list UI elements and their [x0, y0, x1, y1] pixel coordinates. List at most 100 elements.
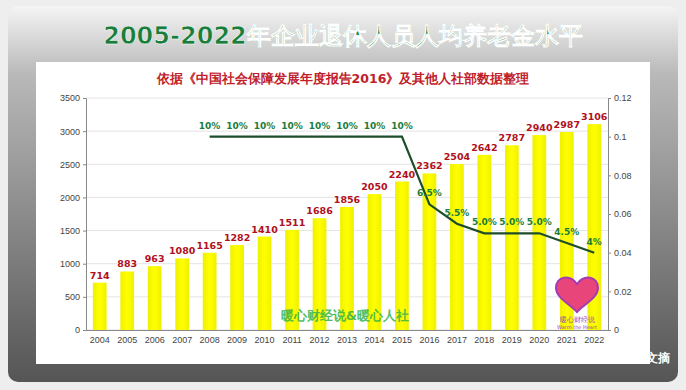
- line: [210, 137, 595, 253]
- bar-label: 2362: [416, 160, 442, 171]
- chart-panel: [36, 62, 650, 364]
- x-tick-label: 2008: [200, 335, 220, 345]
- data-labels: 7148839631080116512821410151116861856205…: [90, 111, 608, 281]
- x-tick: 2014: [364, 330, 384, 345]
- bar: [450, 164, 464, 330]
- x-tick-label: 2006: [145, 335, 165, 345]
- x-tick: 2006: [145, 330, 165, 345]
- y-tick: 0: [75, 325, 86, 335]
- y2-tick-mark: [608, 291, 611, 292]
- y2-tick: 0.12: [608, 93, 632, 103]
- image-frame: [8, 6, 678, 382]
- y-tick-mark: [83, 98, 86, 99]
- y-tick-mark: [83, 164, 86, 165]
- x-tick: 2015: [392, 330, 412, 345]
- y2-axis: 0 0.02 0.04 0.06 0.08 0.1 0.12: [608, 93, 632, 335]
- x-tick-label: 2007: [172, 335, 192, 345]
- bar-label: 2987: [554, 119, 580, 130]
- y2-tick-mark: [608, 214, 611, 215]
- y2-tick: 0.02: [608, 287, 632, 297]
- y-tick-label: 1000: [60, 259, 80, 269]
- y-tick: 2500: [60, 160, 86, 170]
- y-tick-label: 0: [75, 325, 80, 335]
- x-tick-label: 2012: [310, 335, 330, 345]
- y-tick-label: 1500: [60, 226, 80, 236]
- bar-label: 2642: [471, 142, 497, 153]
- y2-tick: 0.1: [608, 132, 627, 142]
- bar-label: 1686: [306, 205, 333, 216]
- bar-label: 2240: [389, 169, 416, 180]
- y2-tick-label: 0.06: [614, 209, 632, 219]
- y-tick-mark: [83, 197, 86, 198]
- x-tick: 2013: [337, 330, 357, 345]
- y-axis-line: [83, 99, 87, 331]
- bar: [505, 145, 519, 330]
- logo-text: 暖心财经说: [560, 316, 595, 324]
- bar-label: 2050: [361, 181, 388, 192]
- bar: [478, 155, 492, 330]
- x-tick-label: 2018: [474, 335, 494, 345]
- bar: [230, 245, 244, 330]
- logo-heart: [556, 278, 598, 312]
- y-axis: 0 500 1000 1500 2000 2500 3000 3500: [60, 93, 87, 335]
- y-tick-mark: [83, 264, 86, 265]
- grid-line: [86, 98, 608, 99]
- x-tick-label: 2022: [584, 335, 604, 345]
- line-label: 10%: [364, 121, 386, 131]
- x-tick: 2007: [172, 330, 192, 345]
- watermark: 暖心财经说&暖心人社: [281, 308, 409, 323]
- line-label: 10%: [391, 121, 413, 131]
- plot-area: [93, 124, 601, 330]
- y2-tick: 0.08: [608, 171, 632, 181]
- y-tick: 3500: [60, 93, 86, 103]
- x-tick: 2021: [557, 330, 577, 345]
- y2-tick: 0.06: [608, 209, 632, 219]
- y2-tick-label: 0.12: [614, 93, 632, 103]
- x-tick: 2022: [584, 330, 604, 345]
- line-label: 10%: [254, 121, 276, 131]
- title: 2005-2022年企业退休人员人均养老金水平: [103, 22, 583, 50]
- x-tick-label: 2019: [502, 335, 522, 345]
- y2-tick: 0: [608, 325, 619, 335]
- bar-label: 1165: [196, 240, 222, 251]
- grid-line: [86, 164, 608, 165]
- y-tick-mark: [83, 330, 86, 331]
- x-tick: 2009: [227, 330, 247, 345]
- y-tick-mark: [83, 131, 86, 132]
- y-tick: 2000: [60, 193, 86, 203]
- x-tick-label: 2005: [117, 335, 137, 345]
- grid: [86, 98, 608, 330]
- y-tick: 1500: [60, 226, 86, 236]
- line-label: 10%: [281, 121, 303, 131]
- x-axis-line: [87, 330, 609, 331]
- bar-label: 1856: [334, 194, 361, 205]
- x-tick-label: 2011: [282, 335, 301, 345]
- y2-tick-label: 0: [614, 325, 619, 335]
- x-tick-label: 2014: [364, 335, 384, 345]
- x-tick: 2005: [117, 330, 137, 345]
- y2-tick-mark: [608, 175, 611, 176]
- source-watermark: 老年文摘: [621, 351, 670, 365]
- bar-label: 1080: [169, 245, 196, 256]
- x-tick: 2012: [310, 330, 330, 345]
- y2-tick-label: 0.02: [614, 287, 632, 297]
- x-tick-label: 2004: [90, 335, 110, 345]
- x-tick: 2004: [90, 330, 110, 345]
- bar-label: 963: [145, 253, 165, 264]
- y-tick-label: 3000: [60, 127, 80, 137]
- y2-axis-line: [609, 99, 612, 331]
- bar-label: 3106: [581, 111, 608, 122]
- line-label: 5.0%: [527, 217, 552, 227]
- x-tick-label: 2009: [227, 335, 247, 345]
- page-background: [0, 0, 686, 390]
- x-tick: 2019: [502, 330, 522, 345]
- x-axis: 2004200520062007200820092010201120122013…: [87, 330, 609, 345]
- x-tick: 2017: [447, 330, 467, 345]
- bar-label: 2504: [444, 151, 471, 162]
- bar: [93, 283, 107, 330]
- y2-tick: 0.04: [608, 248, 632, 258]
- y-tick-label: 2500: [60, 160, 80, 170]
- y-tick: 500: [65, 292, 86, 302]
- y-tick-label: 500: [65, 292, 80, 302]
- bar-label: 2787: [499, 132, 525, 143]
